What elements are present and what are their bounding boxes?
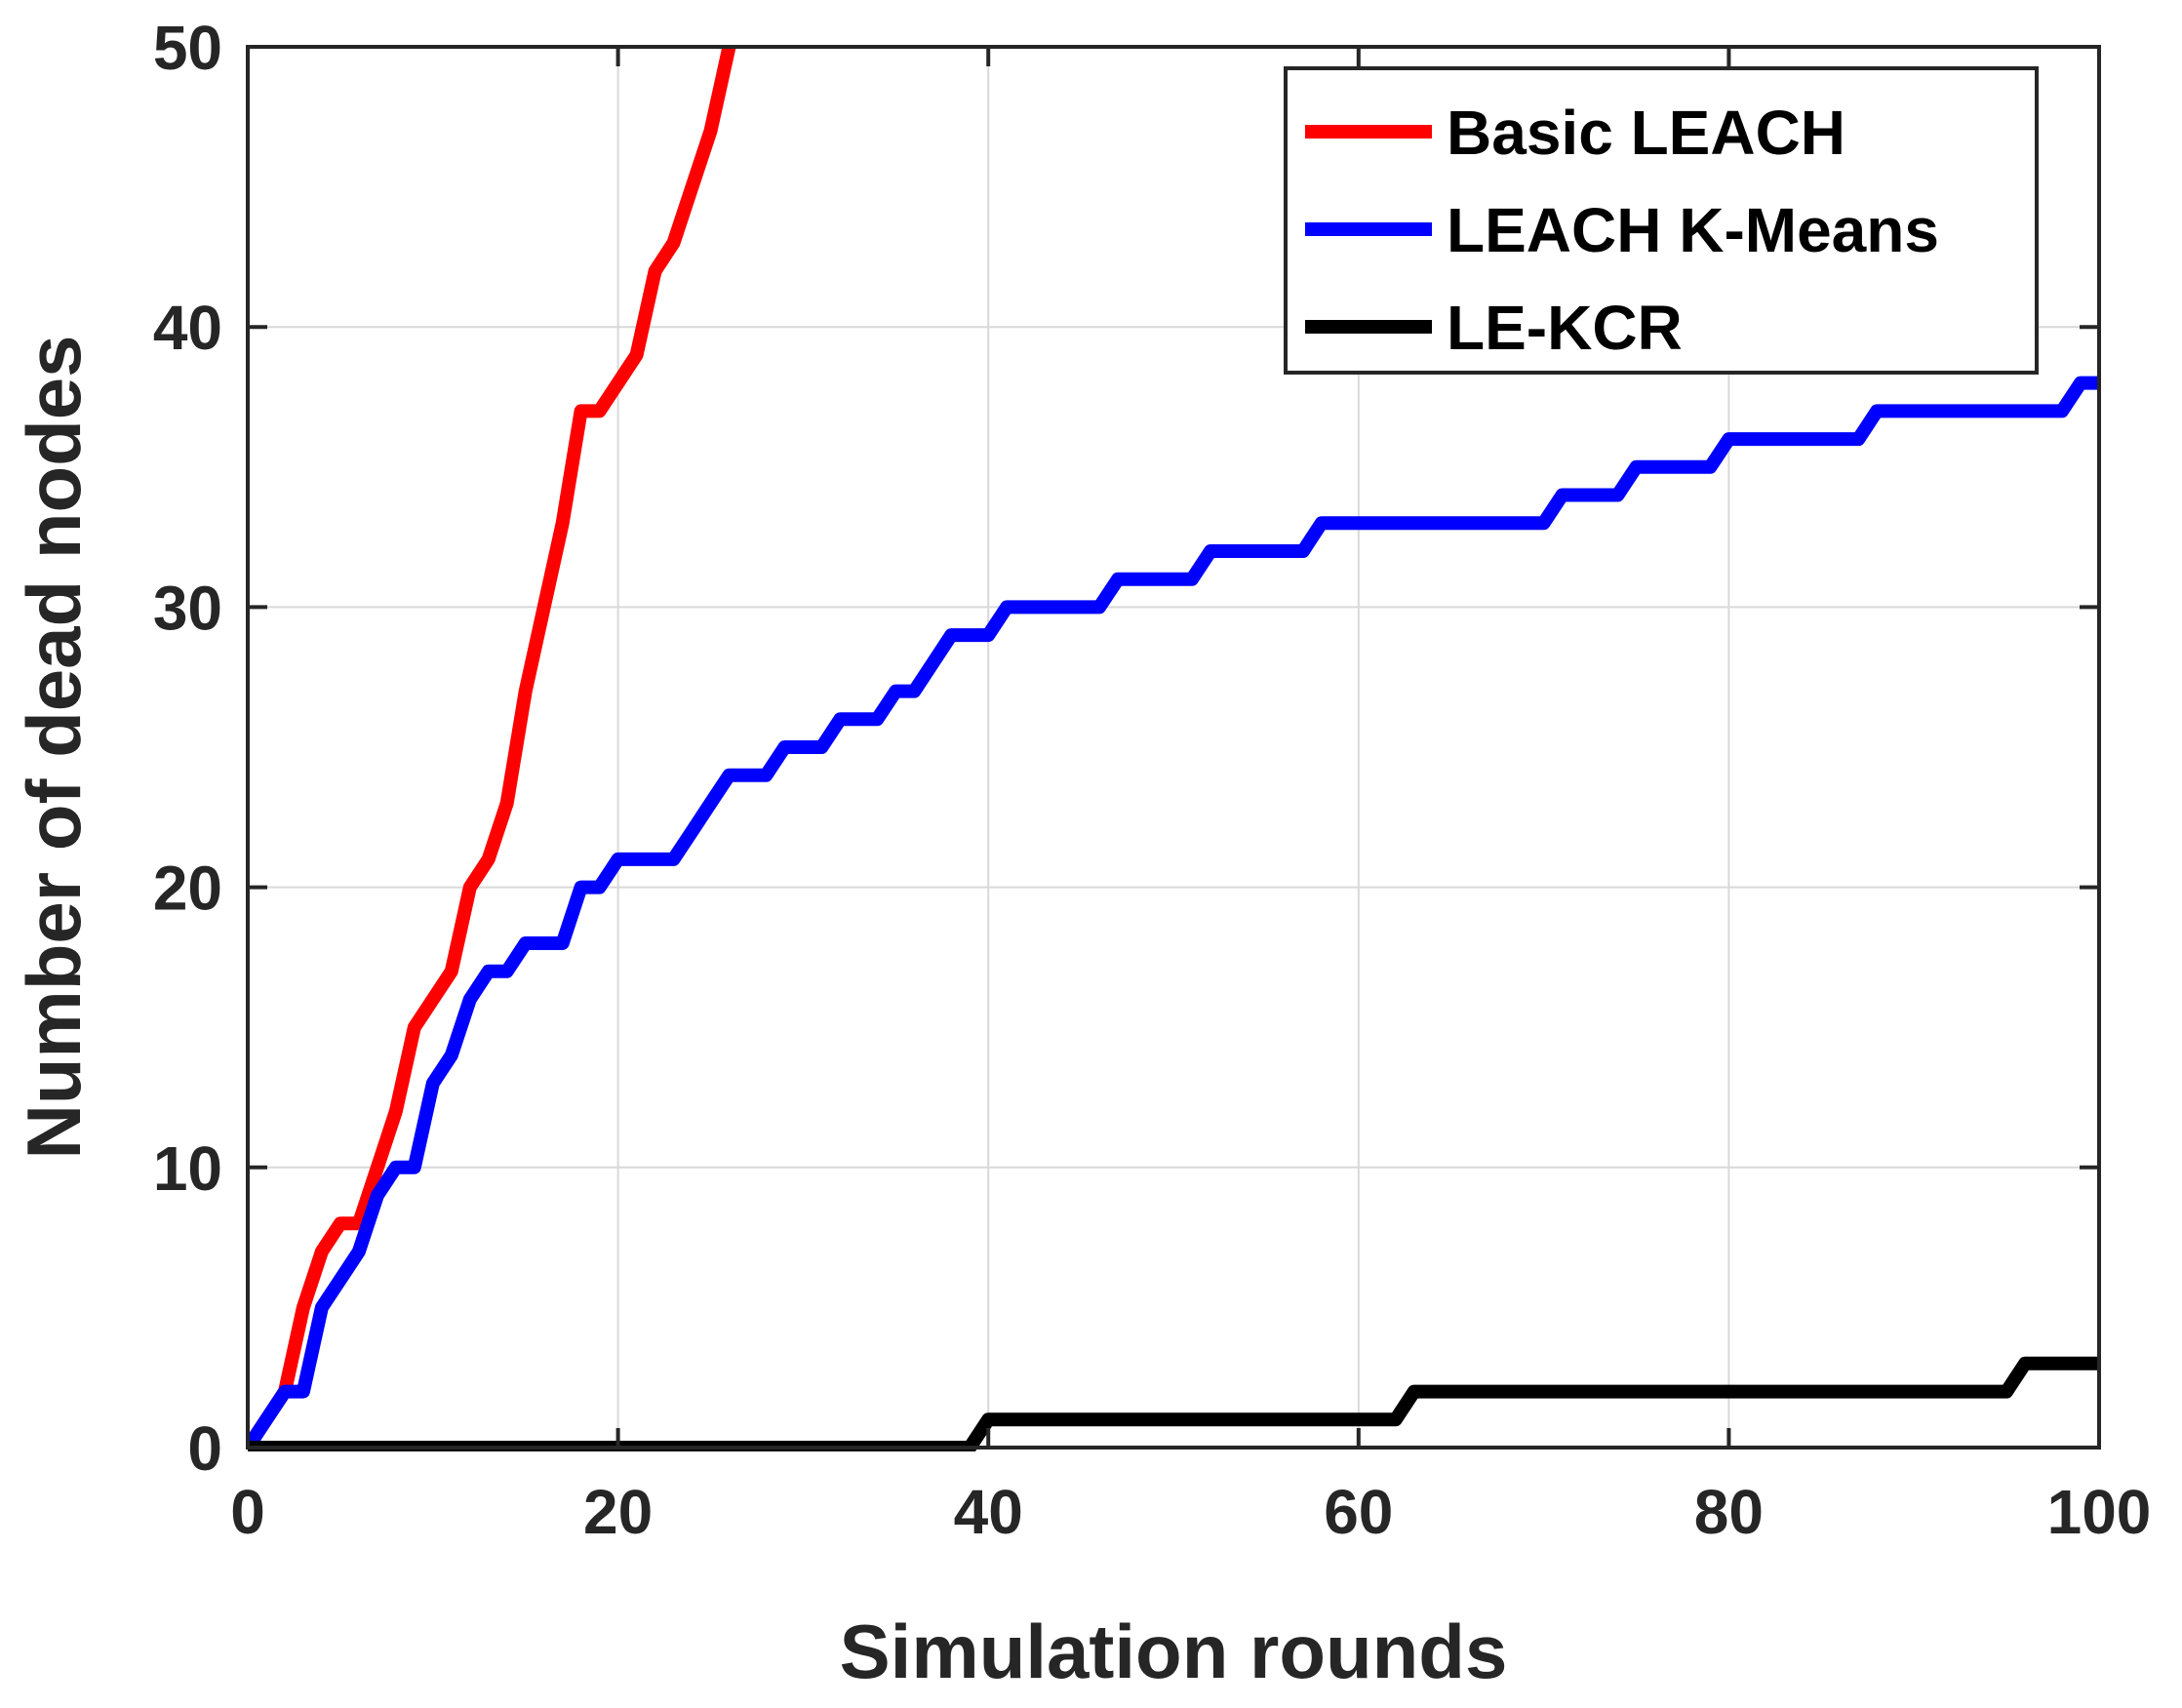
x-tick-label: 60 <box>1324 1477 1393 1547</box>
x-tick-label: 80 <box>1694 1477 1764 1547</box>
axis-ticks: 0 20 40 60 80 100 0 10 20 30 40 50 <box>153 13 2152 1547</box>
y-tick-label: 50 <box>153 13 222 83</box>
series-line-basic-leach <box>248 45 736 1451</box>
y-axis-title: Number of dead nodes <box>11 335 97 1159</box>
y-tick-label: 0 <box>187 1413 222 1484</box>
legend: Basic LEACH LEACH K-Means LE-KCR <box>1284 66 2039 375</box>
y-tick-label: 20 <box>153 854 222 924</box>
y-tick-label: 10 <box>153 1133 222 1204</box>
axes-frame <box>246 45 2101 1450</box>
x-tick-label: 40 <box>954 1477 1023 1547</box>
series-line-le-kcr <box>248 1356 2099 1451</box>
y-tick-label: 40 <box>153 293 222 363</box>
x-tick-label: 0 <box>230 1477 265 1547</box>
legend-label: LEACH K-Means <box>1447 195 1939 265</box>
plot-series <box>248 45 2099 1451</box>
legend-label: Basic LEACH <box>1447 98 1845 168</box>
series-line-leach-k-means <box>248 376 2099 1451</box>
y-tick-label: 30 <box>153 573 222 643</box>
x-axis-title: Simulation rounds <box>840 1609 1508 1694</box>
x-tick-label: 100 <box>2047 1477 2152 1547</box>
x-tick-label: 20 <box>583 1477 653 1547</box>
legend-label: LE-KCR <box>1447 293 1683 363</box>
